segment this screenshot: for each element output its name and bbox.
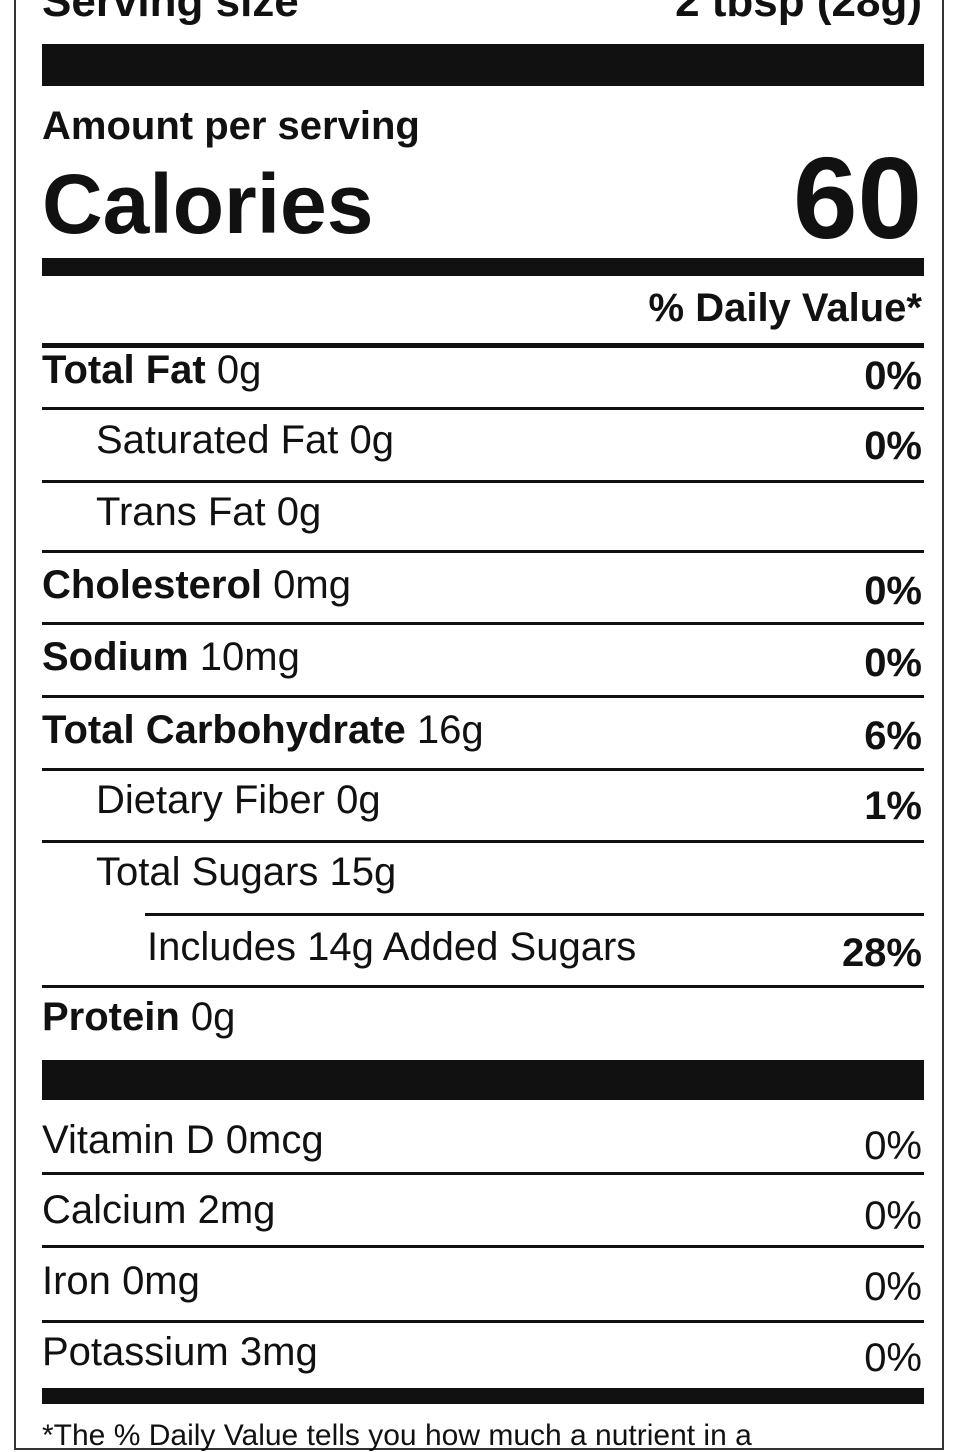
nutrient-name: Iron xyxy=(42,1259,111,1303)
nutrient-amount: 16g xyxy=(416,708,484,752)
daily-value: 0% xyxy=(864,1194,922,1238)
nutrient-amount: 0g xyxy=(336,778,381,822)
thick-rule xyxy=(42,1388,924,1404)
rule xyxy=(42,840,924,843)
nutrient-name: Total Sugars xyxy=(96,850,319,894)
thick-rule xyxy=(42,258,924,276)
nutrient-name: Cholesterol xyxy=(42,563,263,607)
nutrient-amount: 0g xyxy=(216,348,262,392)
nutrient-name: Dietary Fiber xyxy=(96,778,325,822)
nutrient-name: Total Carbohydrate xyxy=(42,708,406,752)
rule xyxy=(42,550,924,553)
rule xyxy=(42,407,924,410)
rule xyxy=(42,1172,924,1175)
nutrient-name: Includes 14g Added Sugars xyxy=(147,925,637,969)
nutrient-row: Iron 0mg xyxy=(42,1261,200,1301)
daily-value: 0% xyxy=(864,1124,922,1168)
rule xyxy=(42,985,924,988)
nutrient-row: Potassium 3mg xyxy=(42,1332,318,1372)
nutrient-name: Sodium xyxy=(42,635,189,679)
nutrient-name: Calcium xyxy=(42,1188,187,1232)
daily-value: 6% xyxy=(864,714,922,758)
nutrient-amount: 10mg xyxy=(199,635,300,679)
footnote: *The % Daily Value tells you how much a … xyxy=(42,1419,752,1452)
nutrient-amount: 2mg xyxy=(197,1188,276,1232)
nutrient-name: Saturated Fat xyxy=(96,418,339,462)
nutrient-row: Protein 0g xyxy=(42,997,235,1037)
daily-value: 0% xyxy=(864,1336,922,1380)
serving-size-label: Serving size xyxy=(42,0,299,26)
nutrient-amount: 0g xyxy=(190,995,236,1039)
nutrient-name: Trans Fat xyxy=(96,490,266,534)
nutrient-amount: 15g xyxy=(329,850,397,894)
nutrient-row: Saturated Fat 0g xyxy=(96,420,394,460)
nutrient-row: Calcium 2mg xyxy=(42,1190,275,1230)
calories-label: Calories xyxy=(42,157,374,251)
nutrient-row: Includes 14g Added Sugars xyxy=(147,927,636,967)
daily-value: 0% xyxy=(864,641,922,685)
nutrient-name: Vitamin D xyxy=(42,1118,215,1162)
rule xyxy=(145,913,924,916)
nutrient-amount: 0g xyxy=(276,490,322,534)
thick-rule xyxy=(42,1060,924,1100)
rule xyxy=(42,343,924,348)
nutrient-row: Trans Fat 0g xyxy=(96,492,321,532)
nutrient-name: Total Fat xyxy=(42,348,206,392)
daily-value-header: % Daily Value* xyxy=(648,286,922,330)
nutrient-row: Dietary Fiber 0g xyxy=(96,780,381,820)
daily-value: 0% xyxy=(864,569,922,613)
nutrient-name: Potassium xyxy=(42,1330,229,1374)
nutrient-amount: 0mg xyxy=(122,1259,200,1303)
rule xyxy=(42,622,924,625)
daily-value: 0% xyxy=(864,1265,922,1309)
daily-value: 28% xyxy=(841,931,922,975)
rule xyxy=(42,768,924,771)
nutrient-amount: 3mg xyxy=(239,1330,318,1374)
nutrient-amount: 0g xyxy=(349,418,395,462)
nutrient-name: Protein xyxy=(42,995,180,1039)
nutrient-amount: 0mg xyxy=(273,563,351,607)
daily-value: 0% xyxy=(864,424,922,468)
thick-rule xyxy=(42,44,924,86)
nutrient-row: Total Sugars 15g xyxy=(96,852,396,892)
nutrient-row: Total Carbohydrate 16g xyxy=(42,710,484,750)
nutrient-amount: 0mcg xyxy=(225,1118,324,1162)
nutrient-row: Total Fat 0g xyxy=(42,350,261,390)
nutrient-row: Cholesterol 0mg xyxy=(42,565,351,605)
nutrient-row: Sodium 10mg xyxy=(42,637,300,677)
nutrient-row: Vitamin D 0mcg xyxy=(42,1120,324,1160)
daily-value: 0% xyxy=(864,354,922,398)
rule xyxy=(42,1320,924,1323)
amount-per-serving: Amount per serving xyxy=(42,104,420,148)
serving-size: 2 tbsp (28g) xyxy=(675,0,922,26)
rule xyxy=(42,480,924,483)
rule xyxy=(42,1245,924,1248)
daily-value: 1% xyxy=(864,784,922,828)
calories-value: 60 xyxy=(792,133,922,263)
rule xyxy=(42,695,924,698)
